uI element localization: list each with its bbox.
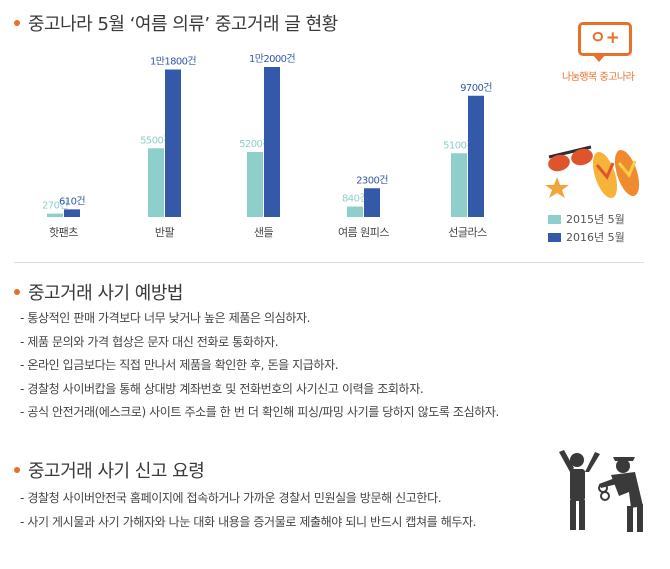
bar-2016-4: [468, 95, 484, 217]
logo-mark: ㅇ+: [590, 28, 620, 48]
list-item: - 제품 문의와 가격 협상은 문자 대신 전화로 통화하자.: [20, 334, 279, 349]
flip-flops-icon: [592, 149, 640, 199]
summer-illustration: [545, 145, 640, 199]
data-label: 5200건: [239, 138, 271, 150]
chart-title: 중고나라 5월 ‘여름 의류’ 중고거래 글 현황: [14, 10, 338, 36]
legend-item-2015: 2015년 5월: [548, 211, 625, 227]
bar-2016-3: [364, 188, 380, 217]
data-label: 840건: [342, 193, 368, 205]
category-label: 샌들: [254, 226, 274, 239]
list-item: - 공식 안전거래(에스크로) 사이트 주소를 한 번 더 확인해 피싱/파밍 …: [20, 405, 499, 419]
logo-tail-icon: [592, 54, 606, 62]
report-list: - 경찰청 사이버안전국 홈페이지에 접속하거나 가까운 경찰서 민원실을 방문…: [20, 487, 476, 534]
divider: [14, 262, 644, 263]
bullet-dot-icon: [14, 20, 20, 26]
data-label: 2300건: [356, 174, 388, 186]
bullet-dot-icon: [14, 289, 20, 295]
list-item: - 경찰청 사이버캅을 통해 상대방 계좌번호 및 전화번호의 사기신고 이력을…: [20, 381, 424, 396]
legend-swatch-2015: [548, 214, 561, 224]
data-label: 1만2000건: [249, 53, 295, 65]
bar-2016-1: [165, 69, 181, 217]
data-label: 1만1800건: [150, 56, 196, 68]
bar-2015-0: [47, 213, 63, 217]
bar-2016-2: [264, 67, 280, 217]
bar-2015-2: [247, 152, 263, 217]
list-item: - 통상적인 판매 가격보다 너무 낮거나 높은 제품은 의심하자.: [20, 311, 311, 325]
prevention-title: 중고거래 사기 예방법: [14, 279, 183, 305]
data-label: 9700건: [460, 82, 492, 94]
list-item: - 경찰청 사이버안전국 홈페이지에 접속하거나 가까운 경찰서 민원실을 방문…: [20, 491, 442, 505]
category-label: 선글라스: [448, 226, 487, 239]
legend-swatch-2016: [548, 232, 561, 242]
data-label: 5100건: [443, 139, 475, 151]
chart-title-text: 중고나라 5월 ‘여름 의류’ 중고거래 글 현황: [28, 14, 338, 35]
prevention-title-text: 중고거래 사기 예방법: [28, 283, 183, 304]
data-label: 270건: [42, 200, 68, 212]
logo-text: 나눔행복 중고나라: [562, 72, 635, 83]
category-label: 핫팬츠: [49, 226, 78, 239]
data-label: 5500건: [140, 134, 172, 146]
legend-label-2016: 2016년 5월: [566, 231, 625, 244]
police-arrest-icon: [559, 450, 643, 532]
prevention-list: - 통상적인 판매 가격보다 너무 낮거나 높은 제품은 의심하자. - 제품 …: [20, 307, 499, 425]
bar-2015-4: [451, 153, 467, 217]
category-label: 여름 원피스: [338, 226, 389, 239]
report-title: 중고거래 사기 신고 요령: [14, 457, 205, 483]
starfish-icon: [545, 177, 569, 198]
logo-icon: ㅇ+: [578, 22, 632, 56]
legend-label-2015: 2015년 5월: [566, 213, 625, 226]
category-label: 반팔: [155, 226, 175, 239]
data-label: 610건: [59, 195, 85, 207]
list-item: - 온라인 입금보다는 직접 만나서 제품을 확인한 후, 돈을 지급하자.: [20, 358, 339, 372]
bullet-dot-icon: [14, 467, 20, 473]
report-title-text: 중고거래 사기 신고 요령: [28, 461, 205, 482]
list-item: - 사기 게시물과 사기 가해자와 나눈 대화 내용을 증거물로 제출해야 되니…: [20, 514, 477, 529]
bar-2015-3: [347, 206, 363, 217]
bar-2016-0: [64, 209, 80, 217]
legend-item-2016: 2016년 5월: [548, 229, 625, 245]
bar-2015-1: [148, 148, 164, 217]
sunglasses-icon: [548, 145, 593, 172]
